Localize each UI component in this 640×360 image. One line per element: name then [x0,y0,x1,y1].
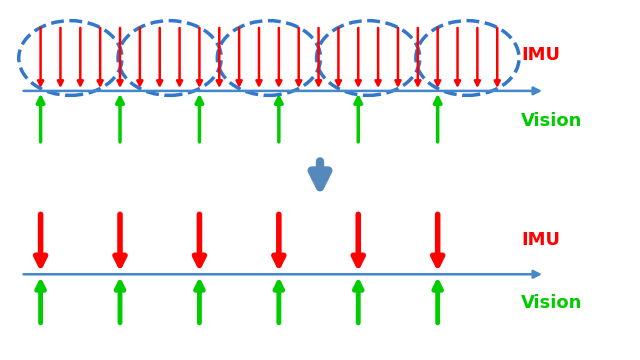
Text: IMU: IMU [521,231,560,249]
Text: Vision: Vision [521,294,582,312]
Text: Vision: Vision [521,112,582,130]
Text: IMU: IMU [521,46,560,64]
